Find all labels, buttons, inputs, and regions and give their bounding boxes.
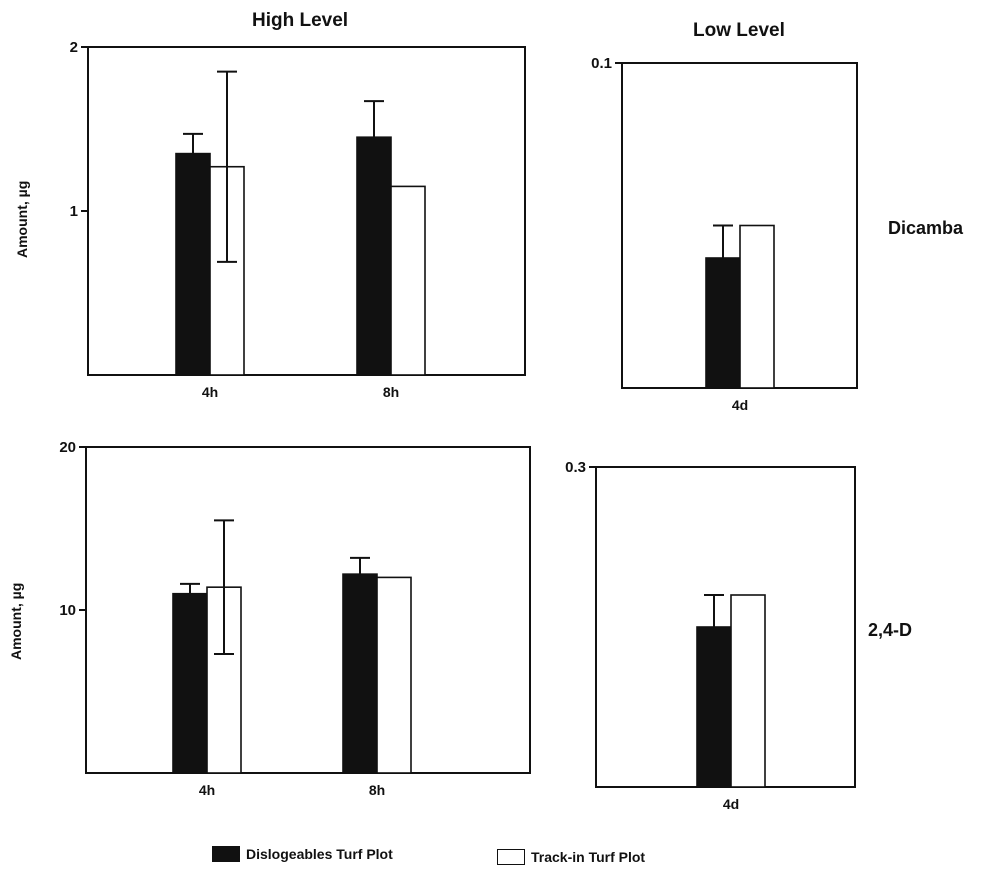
bar-trackin bbox=[739, 224, 775, 389]
bar-dislodgeable bbox=[342, 573, 378, 774]
header-high-level: High Level bbox=[252, 10, 349, 31]
x-tick-label: 8h bbox=[369, 782, 385, 798]
bar-dislodgeable bbox=[696, 626, 732, 788]
x-tick-label: 4d bbox=[732, 397, 748, 413]
x-tick-label: 4h bbox=[199, 782, 215, 798]
plot-frame bbox=[87, 46, 526, 376]
x-tick-label: 4d bbox=[723, 796, 739, 812]
bar-dislodgeable bbox=[175, 152, 211, 376]
y-tick-label: 20 bbox=[59, 439, 76, 456]
legend-label-dislodgeable: Dislogeables Turf Plot bbox=[246, 846, 393, 862]
y-tick-label: 1 bbox=[70, 203, 78, 220]
legend-item-dislodgeable: Dislogeables Turf Plot bbox=[212, 846, 393, 862]
bar-trackin bbox=[390, 185, 426, 376]
y-tick-label: 10 bbox=[59, 602, 76, 619]
y-tick-label: 2 bbox=[70, 39, 78, 56]
bar-trackin bbox=[730, 594, 766, 788]
bar-dislodgeable bbox=[356, 136, 392, 376]
row-label-24d: 2,4-D bbox=[868, 620, 913, 640]
x-tick-label: 4h bbox=[202, 384, 218, 400]
legend-label-trackin: Track-in Turf Plot bbox=[531, 849, 646, 865]
y-tick-label: 0.3 bbox=[565, 459, 586, 476]
bar-dislodgeable bbox=[705, 257, 741, 389]
y-tick-label: 0.1 bbox=[591, 55, 612, 72]
bar-dislodgeable bbox=[172, 592, 208, 774]
x-tick-label: 8h bbox=[383, 384, 399, 400]
bar-trackin bbox=[376, 576, 412, 774]
plot-frame bbox=[85, 446, 531, 774]
legend-swatch-dislodgeable bbox=[212, 846, 240, 862]
header-low-level: Low Level bbox=[693, 20, 785, 41]
row-label-dicamba: Dicamba bbox=[888, 218, 964, 238]
legend-item-trackin: Track-in Turf Plot bbox=[497, 849, 645, 865]
legend-swatch-trackin bbox=[497, 849, 525, 865]
